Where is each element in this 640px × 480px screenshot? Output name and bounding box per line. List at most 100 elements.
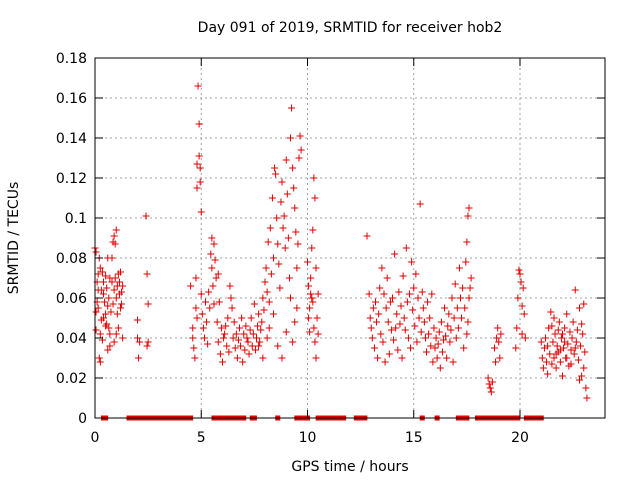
data-point <box>285 274 293 282</box>
data-point <box>115 278 123 286</box>
data-point <box>411 322 419 330</box>
data-point <box>311 338 319 346</box>
data-point <box>105 294 113 302</box>
data-point <box>308 244 316 252</box>
data-point <box>107 308 115 316</box>
data-point <box>144 338 152 346</box>
data-point <box>274 240 282 248</box>
data-point <box>136 338 144 346</box>
data-point <box>578 320 586 328</box>
data-point <box>431 344 439 352</box>
data-point <box>428 290 436 298</box>
data-point <box>237 342 245 350</box>
data-point <box>234 336 242 344</box>
data-point <box>577 342 585 350</box>
data-point <box>193 160 201 168</box>
data-point <box>117 268 124 276</box>
data-point <box>563 354 571 362</box>
data-point <box>445 310 453 318</box>
data-point <box>110 338 118 346</box>
data-point <box>266 224 274 232</box>
y-tick-label: 0.16 <box>56 91 87 107</box>
data-point <box>399 272 407 280</box>
data-point <box>497 330 505 338</box>
data-point <box>310 324 318 332</box>
data-point <box>144 300 152 308</box>
data-point <box>415 314 423 322</box>
data-point <box>516 270 524 278</box>
data-point <box>103 284 111 292</box>
data-point <box>196 164 204 172</box>
data-point <box>435 328 443 336</box>
data-point <box>449 358 457 366</box>
data-point <box>544 370 552 378</box>
data-point <box>220 334 228 342</box>
data-point <box>261 278 269 286</box>
data-point <box>313 314 321 322</box>
data-point <box>412 270 420 278</box>
data-point <box>556 358 564 366</box>
data-point <box>414 294 422 302</box>
data-point <box>212 274 220 282</box>
data-point <box>400 314 408 322</box>
data-point <box>314 290 322 298</box>
x-axis-label: GPS time / hours <box>291 459 408 475</box>
data-point <box>408 258 416 266</box>
data-point <box>294 240 302 248</box>
data-point <box>206 304 214 312</box>
data-point <box>192 274 200 282</box>
data-point <box>198 310 206 318</box>
data-point <box>305 314 313 322</box>
data-point <box>520 310 528 318</box>
data-point <box>559 372 566 380</box>
data-point <box>259 354 267 362</box>
data-point <box>287 134 294 142</box>
data-point <box>102 310 110 318</box>
data-point <box>270 310 277 318</box>
data-point <box>512 344 520 352</box>
data-point <box>394 346 402 354</box>
data-point <box>369 304 377 312</box>
data-point <box>555 318 563 326</box>
data-point <box>100 314 107 322</box>
data-point <box>517 278 525 286</box>
data-point <box>539 364 547 372</box>
data-point <box>205 288 213 296</box>
data-point <box>548 322 556 330</box>
data-point <box>561 324 569 332</box>
data-point <box>253 334 260 342</box>
data-point <box>94 304 102 312</box>
y-tick-label: 0.08 <box>56 251 87 267</box>
data-point <box>538 354 546 362</box>
data-point <box>461 304 469 312</box>
y-tick-label: 0.04 <box>56 331 87 347</box>
data-point <box>455 264 463 272</box>
data-point <box>100 290 107 298</box>
data-point <box>106 342 114 350</box>
data-point <box>111 274 119 282</box>
data-point <box>366 314 374 322</box>
data-point <box>260 306 268 314</box>
data-point <box>429 358 437 366</box>
data-point <box>407 344 415 352</box>
data-point <box>542 334 549 342</box>
data-point <box>464 318 472 326</box>
data-point <box>265 298 273 306</box>
data-point <box>580 300 588 308</box>
data-point <box>94 270 102 278</box>
data-point <box>381 358 389 366</box>
data-point <box>244 338 252 346</box>
data-point <box>142 212 150 220</box>
data-point <box>312 264 320 272</box>
data-point <box>404 334 412 342</box>
data-point <box>466 284 474 292</box>
data-point <box>230 318 238 326</box>
data-point <box>112 226 120 234</box>
data-point <box>297 146 305 154</box>
data-point <box>308 294 316 302</box>
data-point <box>203 318 211 326</box>
data-point <box>101 298 109 306</box>
data-point <box>119 334 127 342</box>
data-point <box>110 286 118 294</box>
data-point <box>187 282 195 290</box>
